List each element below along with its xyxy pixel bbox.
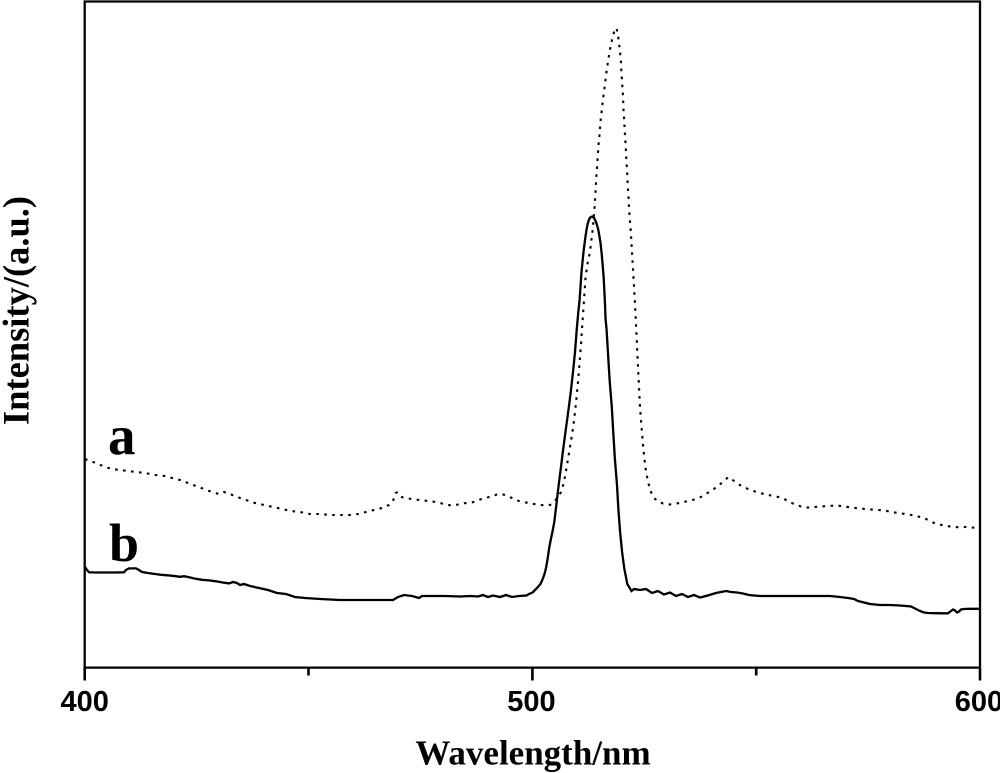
svg-text:a: a (108, 405, 136, 466)
svg-text:600: 600 (955, 686, 1000, 718)
svg-text:500: 500 (507, 686, 555, 718)
svg-text:b: b (109, 513, 139, 573)
svg-text:Intensity/(a.u.): Intensity/(a.u.) (0, 196, 37, 425)
svg-text:400: 400 (61, 686, 109, 718)
svg-text:Wavelength/nm: Wavelength/nm (415, 734, 650, 773)
